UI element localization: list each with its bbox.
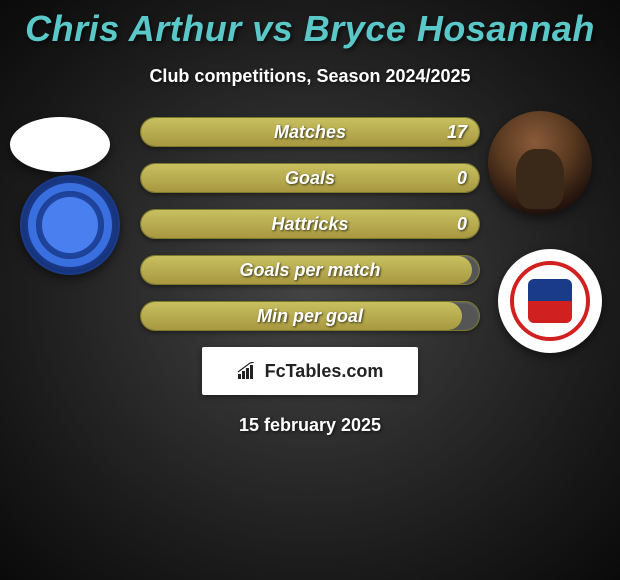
bar-chart-icon: [237, 362, 259, 380]
player-right-avatar: [488, 111, 592, 215]
stat-bar-matches: Matches 17: [140, 117, 480, 147]
date-text: 15 february 2025: [0, 415, 620, 436]
subtitle: Club competitions, Season 2024/2025: [0, 66, 620, 87]
stat-label: Matches: [141, 118, 479, 146]
stat-label: Min per goal: [141, 302, 479, 330]
brand-box: FcTables.com: [202, 347, 418, 395]
stat-bars: Matches 17 Goals 0 Hattricks 0 Goals per…: [140, 117, 480, 331]
stat-value: 17: [447, 118, 467, 146]
stat-value: 0: [457, 210, 467, 238]
page-title: Chris Arthur vs Bryce Hosannah: [0, 0, 620, 50]
comparison-panel: Matches 17 Goals 0 Hattricks 0 Goals per…: [0, 117, 620, 436]
stat-label: Goals: [141, 164, 479, 192]
club-left-badge: [20, 175, 120, 275]
stat-label: Hattricks: [141, 210, 479, 238]
stat-bar-hattricks: Hattricks 0: [140, 209, 480, 239]
stat-value: 0: [457, 164, 467, 192]
stat-bar-goals: Goals 0: [140, 163, 480, 193]
brand-text: FcTables.com: [265, 361, 384, 382]
player-left-avatar: [10, 117, 110, 172]
stat-bar-min-per-goal: Min per goal: [140, 301, 480, 331]
stat-bar-goals-per-match: Goals per match: [140, 255, 480, 285]
stat-label: Goals per match: [141, 256, 479, 284]
club-right-badge: [498, 249, 602, 353]
